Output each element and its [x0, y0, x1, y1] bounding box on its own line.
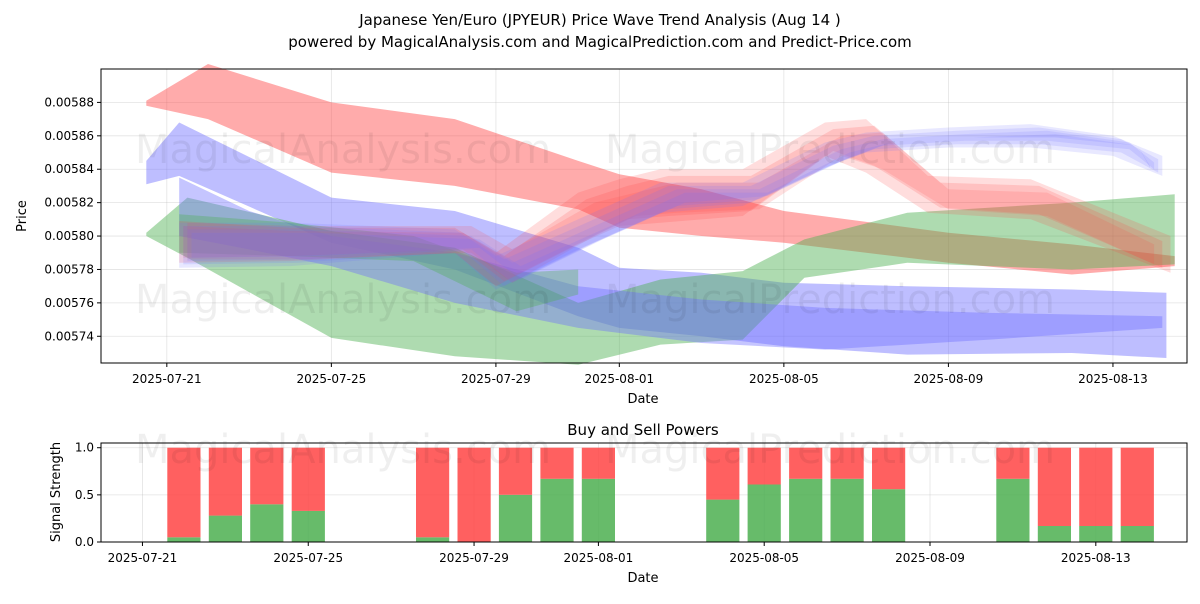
- buy-bar-2025-08-06: [789, 478, 823, 542]
- price-y-tick-label: 0.00584: [44, 162, 94, 176]
- buy-bar-2025-08-07: [830, 478, 864, 542]
- price-x-tick-label: 2025-07-21: [132, 372, 202, 386]
- signal-y-tick-label: 0.0: [75, 535, 94, 549]
- signal-bars: [167, 447, 1154, 542]
- price-x-tick-label: 2025-08-09: [914, 372, 984, 386]
- buy-bar-2025-07-30: [498, 494, 533, 542]
- buy-bar-2025-08-01: [581, 478, 615, 542]
- price-y-ticks: 0.00574 0.00576 0.00578 0.00580 0.00582 0.005…: [44, 95, 101, 343]
- sell-bar-2025-07-24: [250, 447, 284, 505]
- buy-bar-2025-07-22: [167, 537, 201, 542]
- sell-bar-2025-08-12: [1037, 447, 1071, 526]
- price-y-tick-label: 0.00588: [44, 95, 94, 109]
- price-wave-band-blue-10: [187, 130, 1155, 283]
- buy-bar-2025-07-28: [416, 537, 450, 542]
- price-x-tick-label: 2025-07-25: [296, 372, 366, 386]
- sell-bar-2025-08-13: [1079, 447, 1113, 526]
- buy-bar-2025-08-13: [1079, 526, 1113, 542]
- price-x-tick-label: 2025-08-13: [1078, 372, 1148, 386]
- buy-bar-2025-08-04: [706, 499, 740, 542]
- price-wave-band-green-2: [146, 194, 1175, 365]
- buy-bar-2025-08-05: [747, 484, 781, 542]
- sell-bar-2025-08-07: [830, 447, 864, 479]
- price-x-ticks: 2025-07-21 2025-07-25 2025-07-29 2025-08-01…: [132, 363, 1148, 386]
- sell-bar-2025-07-25: [291, 447, 325, 511]
- buy-bar-2025-07-31: [540, 478, 574, 542]
- sell-bar-2025-07-22: [167, 447, 201, 538]
- watermark-analysis-bottom: MagicalAnalysis.com: [135, 427, 551, 473]
- sell-bar-2025-08-11: [996, 447, 1030, 479]
- price-y-tick-label: 0.00586: [44, 129, 94, 143]
- top-grid: [101, 69, 1187, 363]
- signal-x-tick-label: 2025-08-01: [564, 551, 634, 565]
- price-y-tick-label: 0.00580: [44, 229, 94, 243]
- chart-title: Japanese Yen/Euro (JPYEUR) Price Wave Tr…: [358, 11, 841, 29]
- price-wave-bands: [146, 64, 1175, 365]
- price-wave-band-red-7: [187, 132, 1155, 283]
- chart-subtitle: powered by MagicalAnalysis.com and Magic…: [288, 33, 912, 51]
- watermark-prediction-top: MagicalPrediction.com: [605, 127, 1055, 173]
- signal-x-tick-label: 2025-07-21: [108, 551, 178, 565]
- price-plot-frame: [100, 68, 1188, 364]
- price-wave-band-red-5: [179, 119, 1171, 287]
- buy-bar-2025-08-11: [996, 478, 1030, 542]
- signal-x-tick-label: 2025-07-25: [273, 551, 343, 565]
- signal-x-ticks: 2025-07-21 2025-07-25 2025-07-29 2025-08-01…: [108, 542, 1131, 565]
- price-x-tick-label: 2025-08-01: [584, 372, 654, 386]
- signal-y-label: Signal Strength: [49, 442, 64, 542]
- price-plot: MagicalAnalysis.com MagicalPrediction.co…: [15, 64, 1188, 407]
- sell-bar-2025-07-30: [498, 447, 533, 495]
- sell-bar-2025-08-08: [872, 447, 906, 490]
- sell-bar-2025-08-04: [706, 447, 740, 500]
- sell-bar-2025-08-06: [789, 447, 823, 479]
- signal-x-label: Date: [627, 571, 658, 586]
- signal-plot-frame: [100, 442, 1188, 543]
- signal-x-tick-label: 2025-08-13: [1061, 551, 1131, 565]
- signal-y-tick-label: 0.5: [75, 488, 94, 502]
- buy-bar-2025-08-12: [1037, 526, 1071, 542]
- price-y-tick-label: 0.00578: [44, 262, 94, 276]
- signal-title: Buy and Sell Powers: [567, 421, 719, 439]
- sell-bar-2025-08-14: [1120, 447, 1154, 526]
- price-wave-band-red-6: [183, 125, 1163, 282]
- price-y-tick-label: 0.00576: [44, 296, 94, 310]
- watermark-analysis-mid: MagicalAnalysis.com: [135, 277, 551, 323]
- price-x-tick-label: 2025-07-29: [461, 372, 531, 386]
- sell-bar-2025-08-05: [747, 447, 781, 485]
- sell-bar-2025-07-31: [540, 447, 574, 479]
- buy-bar-2025-07-23: [208, 515, 242, 542]
- buy-bar-2025-07-25: [291, 510, 325, 542]
- watermark-analysis-top: MagicalAnalysis.com: [135, 127, 551, 173]
- signal-plot: Buy and Sell Powers MagicalAnalysis.com …: [49, 421, 1188, 586]
- price-x-tick-label: 2025-08-05: [749, 372, 819, 386]
- price-wave-band-blue-3: [179, 177, 1163, 350]
- buy-bar-2025-07-24: [250, 504, 284, 542]
- watermark-prediction-mid: MagicalPrediction.com: [605, 277, 1055, 323]
- watermark-prediction-bottom: MagicalPrediction.com: [605, 427, 1055, 473]
- price-y-tick-label: 0.00574: [44, 329, 94, 343]
- price-wave-band-blue-8: [179, 124, 1163, 290]
- signal-y-tick-label: 1.0: [75, 441, 94, 455]
- price-y-tick-label: 0.00582: [44, 196, 94, 210]
- price-wave-band-blue-1: [146, 122, 1167, 358]
- buy-bar-2025-08-08: [872, 489, 906, 542]
- signal-x-tick-label: 2025-07-29: [439, 551, 509, 565]
- price-wave-band-red-0: [146, 64, 1175, 275]
- sell-bar-2025-07-29: [457, 447, 491, 542]
- sell-bar-2025-07-23: [208, 447, 242, 516]
- signal-x-tick-label: 2025-08-05: [729, 551, 799, 565]
- price-x-label: Date: [627, 392, 658, 407]
- price-wave-band-blue-9: [183, 127, 1159, 287]
- price-wave-band-blue-11: [191, 134, 1150, 280]
- price-y-label: Price: [15, 200, 30, 232]
- buy-bar-2025-08-14: [1120, 526, 1154, 542]
- signal-x-tick-label: 2025-08-09: [895, 551, 965, 565]
- price-wave-band-green-4: [179, 214, 579, 312]
- signal-y-ticks: 0.0 0.5 1.0: [75, 441, 101, 549]
- sell-bar-2025-07-28: [416, 447, 450, 538]
- sell-bar-2025-08-01: [581, 447, 615, 479]
